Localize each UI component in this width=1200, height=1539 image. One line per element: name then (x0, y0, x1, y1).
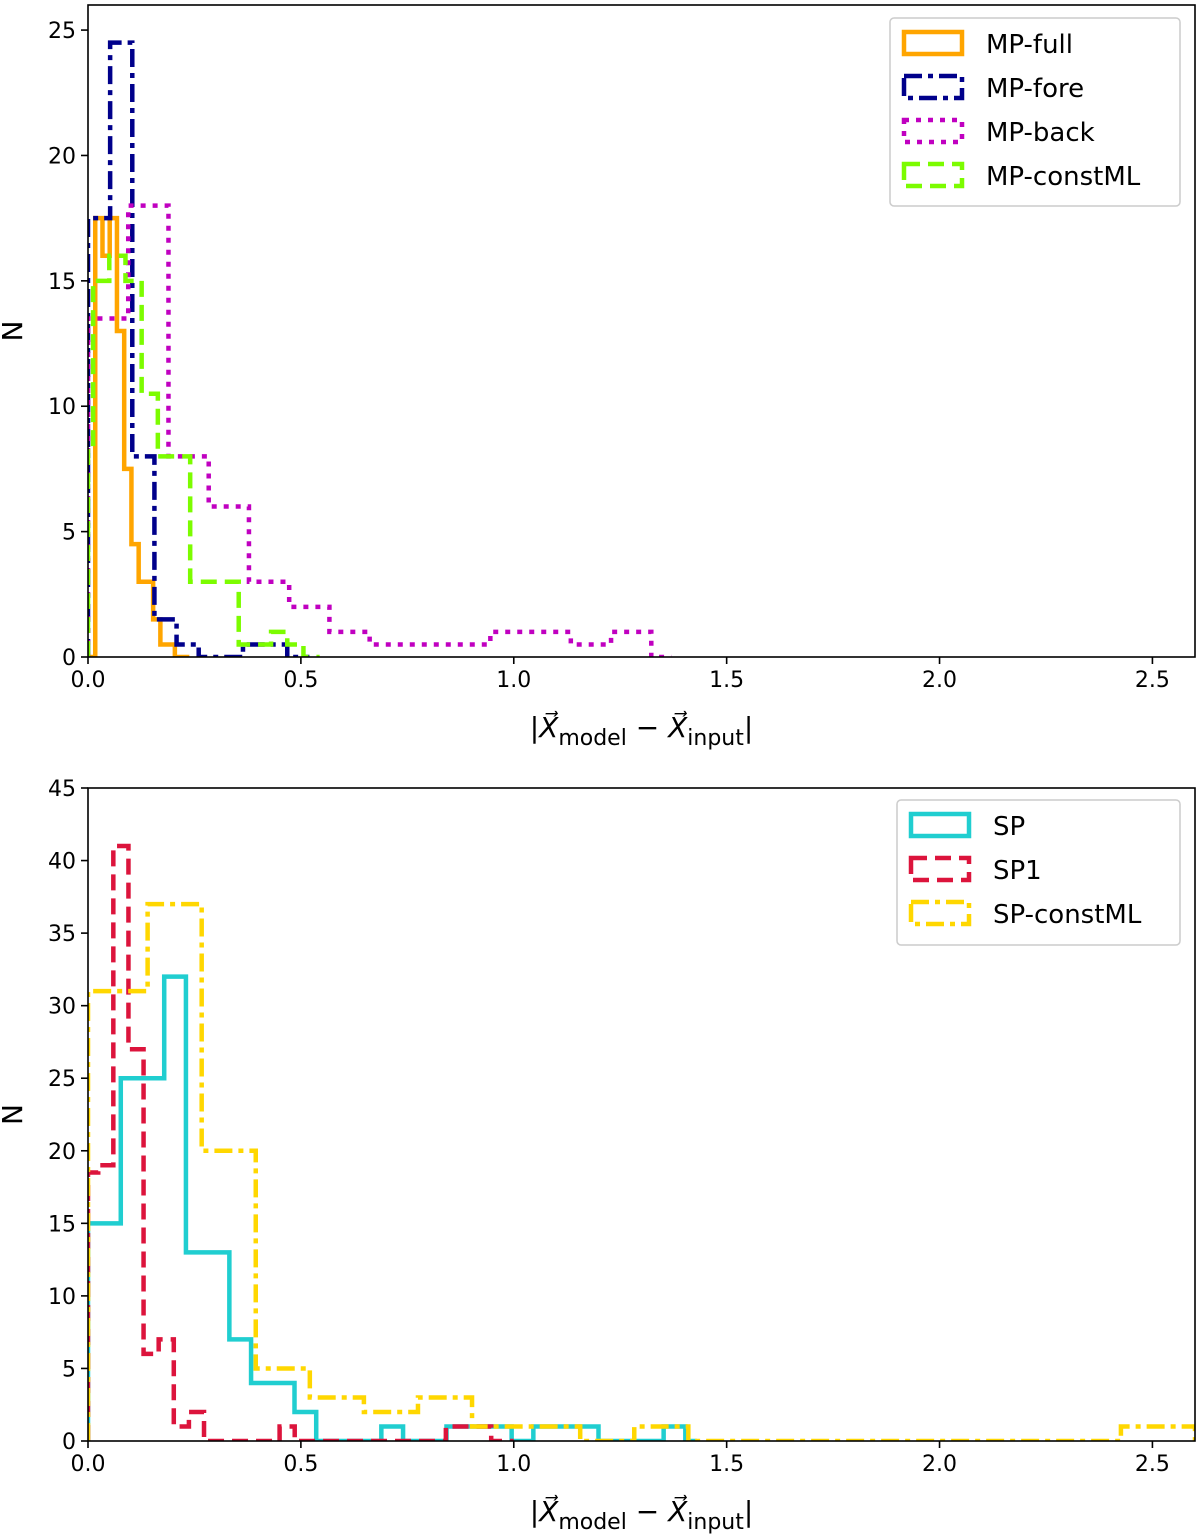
plot-area (88, 40, 672, 657)
series-sp1-step (88, 843, 514, 1441)
x-tick-label: 0.5 (283, 1452, 318, 1477)
legend-label-mp-fore: MP-fore (986, 74, 1084, 104)
legend-swatch-mp-fore (901, 73, 965, 101)
legend-swatch-sp1 (908, 855, 972, 883)
y-tick-label: 25 (48, 19, 76, 44)
plot-area (88, 843, 1195, 1441)
legend-swatch-mp-full (901, 29, 965, 57)
y-tick-label: 20 (48, 1140, 76, 1165)
legend-swatch-sp (908, 811, 972, 839)
y-tick-label: 15 (48, 270, 76, 295)
y-tick-label: 0 (62, 1430, 76, 1455)
series-sp-step (88, 974, 697, 1441)
y-tick-label: 0 (62, 646, 76, 671)
x-axis-title-part: | (744, 1495, 753, 1528)
y-tick-label: 5 (62, 1357, 76, 1382)
x-axis-title-part: input (687, 1510, 744, 1535)
series-mp-full-step (88, 215, 190, 657)
y-tick-label: 10 (48, 395, 76, 420)
x-axis-title-part: X⃗ (666, 1494, 688, 1528)
x-tick-label: 2.0 (922, 1452, 957, 1477)
x-axis-title-part: model (558, 726, 627, 751)
legend-swatch-sp-constml (908, 899, 972, 927)
series-mp-back-step (88, 203, 672, 657)
x-tick-label: 0.5 (283, 668, 318, 693)
y-tick-label: 15 (48, 1212, 76, 1237)
legend: SP SP1 SP-constML (896, 799, 1181, 946)
y-tick-label: 25 (48, 1067, 76, 1092)
legend-label-mp-back: MP-back (986, 118, 1095, 148)
top-histogram-panel: 0.0 0.5 1.0 1.5 2.0 2.5 0 5 10 15 20 25 N |X⃗model − … (0, 4, 1196, 751)
legend-label-mp-constml: MP-constML (986, 162, 1141, 192)
x-tick-label: 2.0 (922, 668, 957, 693)
legend-label-sp1: SP1 (993, 856, 1042, 886)
x-axis-title-part: input (687, 726, 744, 751)
axes-frame (87, 787, 1196, 1442)
x-axis-title-part: X⃗ (537, 1494, 559, 1528)
y-tick-label: 5 (62, 521, 76, 546)
y-tick-label: 35 (48, 922, 76, 947)
x-axis-title-part: X⃗ (537, 710, 559, 744)
x-tick-label: 0.0 (71, 668, 106, 693)
y-tick-label: 45 (48, 777, 76, 802)
x-tick-label: 1.5 (709, 668, 744, 693)
x-tick-label: 1.0 (496, 1452, 531, 1477)
y-tick-label: 10 (48, 1285, 76, 1310)
series-mp-fore-step (88, 40, 310, 657)
legend-box (889, 17, 1181, 207)
x-axis-title: |X⃗model − X⃗input| (530, 710, 754, 751)
y-axis-title: N (0, 1104, 29, 1125)
x-tick-label: 0.0 (71, 1452, 106, 1477)
x-axis-title: |X⃗model − X⃗input| (530, 1494, 754, 1535)
bottom-histogram-panel: 0.00.51.01.52.02.5051015202530354045N|X⃗… (0, 777, 1196, 1535)
x-axis-title-part: | (530, 711, 539, 744)
y-axis-title: N (0, 321, 29, 342)
x-axis-title-part: X⃗ (666, 710, 688, 744)
x-tick-label: 2.5 (1135, 668, 1170, 693)
x-axis-title-part: − (627, 711, 668, 744)
x-axis-title-part: | (530, 1495, 539, 1528)
y-tick-label: 20 (48, 144, 76, 169)
x-tick-label: 1.5 (709, 1452, 744, 1477)
x-axis-title-part: model (558, 1510, 627, 1535)
legend: MP-full MP-fore MP-back MP-constML (889, 17, 1181, 207)
legend-swatch-mp-constml (901, 161, 965, 189)
x-axis-title-part: − (627, 1495, 668, 1528)
series-sp-constml-step (88, 901, 1195, 1441)
x-axis-title-part: | (744, 711, 753, 744)
x-tick-label: 1.0 (496, 668, 531, 693)
legend-swatch-mp-back (901, 117, 965, 145)
legend-label-sp-constml: SP-constML (993, 900, 1142, 930)
legend-label-mp-full: MP-full (986, 30, 1073, 60)
series-mp-constml-step (88, 253, 320, 657)
axes-frame (87, 4, 1196, 658)
y-tick-label: 30 (48, 995, 76, 1020)
y-tick-label: 40 (48, 850, 76, 875)
x-tick-label: 2.5 (1135, 1452, 1170, 1477)
legend-label-sp: SP (993, 812, 1025, 842)
